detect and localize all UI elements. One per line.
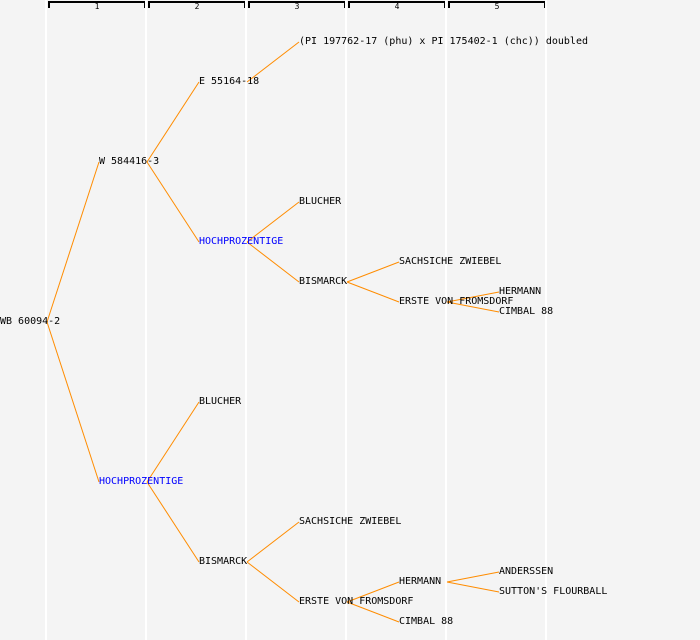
pedigree-link [146, 481, 200, 563]
pedigree-node[interactable]: CIMBAL 88 [499, 306, 554, 317]
pedigree-node[interactable]: E 55164-18 [199, 76, 260, 87]
pedigree-link [446, 581, 500, 593]
column-divider [45, 0, 47, 640]
pedigree-node[interactable]: HOCHPROZENTIGE [199, 236, 284, 247]
pedigree-node[interactable]: SUTTON'S FLOURBALL [499, 586, 608, 597]
pedigree-link [446, 571, 500, 583]
column-divider [245, 0, 247, 640]
pedigree-link [46, 161, 100, 323]
pedigree-node[interactable]: HOCHPROZENTIGE [99, 476, 184, 487]
pedigree-link [346, 581, 400, 603]
pedigree-link [346, 281, 400, 303]
pedigree-node[interactable]: HERMANN [499, 286, 542, 297]
pedigree-node[interactable]: BISMARCK [199, 556, 248, 567]
column-divider [345, 0, 347, 640]
pedigree-link [246, 241, 300, 283]
pedigree-link [246, 561, 300, 603]
pedigree-link [346, 601, 400, 623]
pedigree-link [146, 161, 200, 243]
generation-label: 2 [194, 2, 200, 11]
generation-label: 1 [94, 2, 100, 11]
pedigree-link [146, 401, 200, 483]
pedigree-node[interactable]: HERMANN [399, 576, 442, 587]
column-divider [445, 0, 447, 640]
pedigree-node[interactable]: ERSTE VON FROMSDORF [399, 296, 514, 307]
pedigree-link [446, 301, 500, 313]
column-divider [145, 0, 147, 640]
pedigree-node[interactable]: W 584416-3 [99, 156, 160, 167]
generation-label: 4 [394, 2, 400, 11]
generation-label: 3 [294, 2, 300, 11]
pedigree-node[interactable]: (PI 197762-17 (phu) x PI 175402-1 (chc))… [299, 36, 588, 47]
pedigree-link [246, 521, 300, 563]
pedigree-link [446, 291, 500, 303]
generation-label: 5 [494, 2, 500, 11]
pedigree-node[interactable]: BLUCHER [299, 196, 342, 207]
pedigree-node[interactable]: BLUCHER [199, 396, 242, 407]
pedigree-link [46, 321, 100, 483]
pedigree-node[interactable]: CIMBAL 88 [399, 616, 454, 627]
pedigree-node[interactable]: SACHSICHE ZWIEBEL [399, 256, 502, 267]
pedigree-node[interactable]: ANDERSSEN [499, 566, 554, 577]
pedigree-link [346, 261, 400, 283]
pedigree-node[interactable]: BISMARCK [299, 276, 348, 287]
pedigree-node[interactable]: SACHSICHE ZWIEBEL [299, 516, 402, 527]
pedigree-node[interactable]: ERSTE VON FROMSDORF [299, 596, 414, 607]
pedigree-node[interactable]: WB 60094-2 [0, 316, 61, 327]
column-divider [545, 0, 547, 640]
pedigree-link [146, 81, 200, 163]
pedigree-link [246, 41, 300, 83]
pedigree-link [246, 201, 300, 243]
